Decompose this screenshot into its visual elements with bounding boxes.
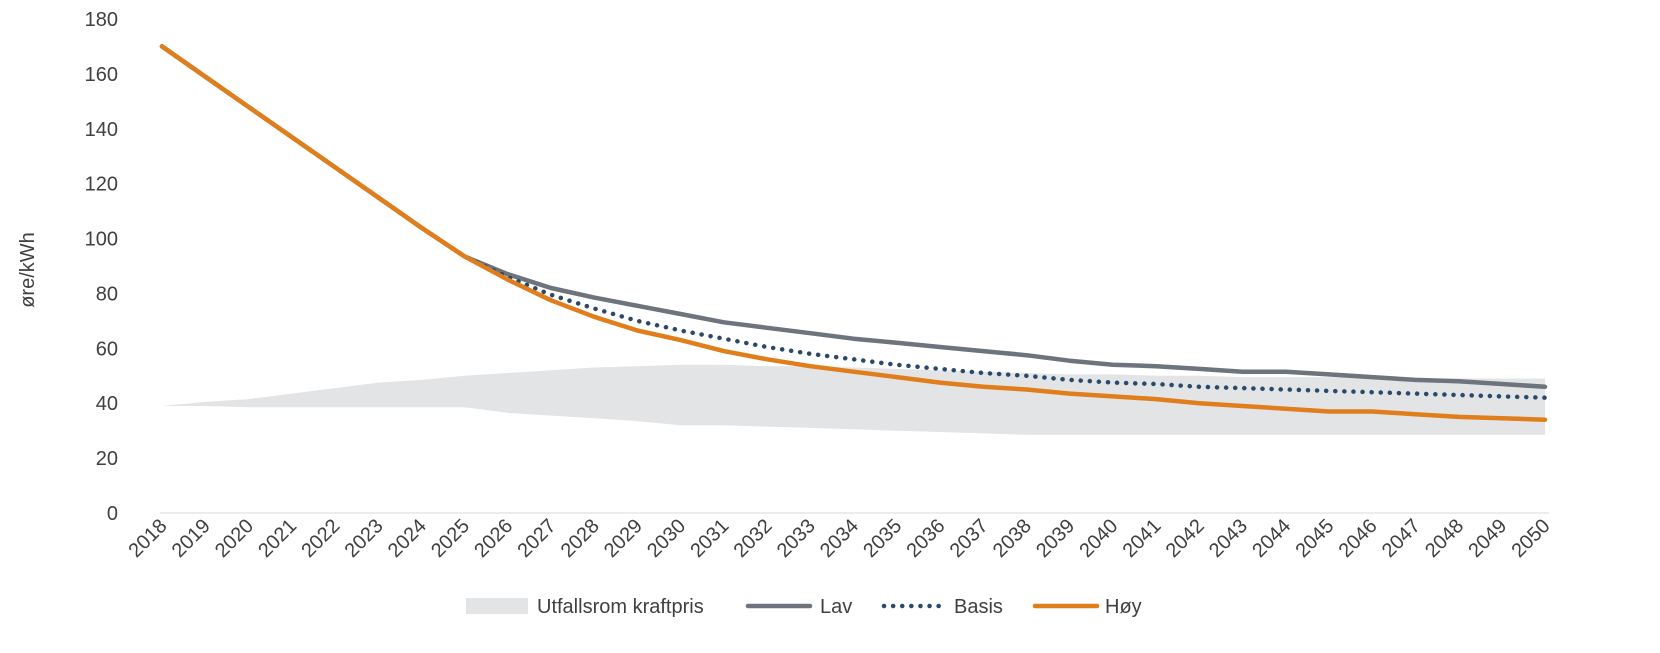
x-tick-label: 2035	[859, 515, 906, 562]
x-tick-label: 2042	[1162, 515, 1209, 562]
x-tick-label: 2021	[254, 515, 301, 562]
band-layer	[162, 364, 1545, 435]
x-tick-label: 2037	[946, 515, 993, 562]
x-tick-label: 2039	[1032, 515, 1079, 562]
x-tick-label: 2030	[643, 515, 690, 562]
x-tick-label: 2022	[297, 515, 344, 562]
x-tick-label: 2024	[384, 515, 431, 562]
x-tick-label: 2041	[1119, 515, 1166, 562]
series-line-basis	[159, 44, 1548, 400]
x-tick-label: 2045	[1291, 515, 1338, 562]
series-line-høy	[159, 44, 1548, 422]
y-tick-labels: 0 20 40 60 80 100 120 140 160 180	[85, 9, 118, 525]
y-tick-label: 160	[85, 64, 118, 86]
legend-label-høy: Høy	[1105, 596, 1142, 618]
y-tick-label: 60	[96, 338, 118, 360]
x-tick-label: 2020	[211, 515, 258, 562]
y-tick-label: 120	[85, 174, 118, 196]
x-tick-label: 2044	[1248, 515, 1295, 562]
series-line-lav	[159, 44, 1548, 390]
x-tick-label: 2040	[1075, 515, 1122, 562]
legend-label-basis: Basis	[954, 596, 1003, 618]
y-tick-label: 80	[96, 283, 118, 305]
x-tick-label: 2046	[1335, 515, 1382, 562]
x-tick-label: 2047	[1378, 515, 1425, 562]
x-tick-label: 2018	[125, 515, 172, 562]
x-tick-labels: 2018201920202021202220232024202520262027…	[125, 515, 1555, 562]
x-tick-label: 2026	[470, 515, 517, 562]
legend: Utfallsrom kraftpris Lav Basis Høy	[466, 596, 1142, 618]
x-tick-label: 2028	[557, 515, 604, 562]
legend-swatch-utfallsrom	[466, 598, 528, 614]
y-tick-label: 40	[96, 393, 118, 415]
x-tick-label: 2023	[341, 515, 388, 562]
y-tick-label: 0	[107, 503, 118, 525]
band-area-utfallsrom	[162, 364, 1545, 435]
x-tick-label: 2050	[1508, 515, 1555, 562]
y-tick-label: 20	[96, 448, 118, 470]
x-tick-label: 2025	[427, 515, 474, 562]
legend-label-utfallsrom: Utfallsrom kraftpris	[537, 596, 704, 618]
x-tick-label: 2033	[773, 515, 820, 562]
x-tick-label: 2049	[1464, 515, 1511, 562]
x-tick-label: 2031	[686, 515, 733, 562]
x-tick-label: 2036	[902, 515, 949, 562]
y-tick-label: 180	[85, 9, 118, 31]
y-tick-label: 100	[85, 229, 118, 251]
x-tick-label: 2048	[1421, 515, 1468, 562]
y-tick-label: 140	[85, 119, 118, 141]
series-lines	[159, 44, 1548, 422]
x-tick-label: 2019	[168, 515, 215, 562]
x-tick-label: 2027	[513, 515, 560, 562]
x-tick-label: 2043	[1205, 515, 1252, 562]
x-tick-label: 2029	[600, 515, 647, 562]
x-tick-label: 2032	[730, 515, 777, 562]
y-axis-label: øre/kWh	[17, 232, 39, 308]
x-tick-label: 2038	[989, 515, 1036, 562]
legend-label-lav: Lav	[820, 596, 852, 618]
x-tick-label: 2034	[816, 515, 863, 562]
